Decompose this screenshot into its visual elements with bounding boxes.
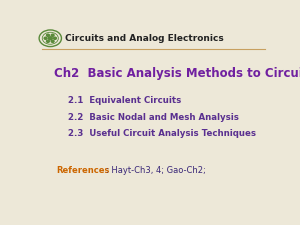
Text: : Hayt-Ch3, 4; Gao-Ch2;: : Hayt-Ch3, 4; Gao-Ch2; [106,166,206,175]
Text: Circuits and Analog Electronics: Circuits and Analog Electronics [65,34,224,43]
Text: 2.3  Useful Circuit Analysis Techniques: 2.3 Useful Circuit Analysis Techniques [68,129,256,138]
Text: Ch2  Basic Analysis Methods to Circuits: Ch2 Basic Analysis Methods to Circuits [54,67,300,80]
Circle shape [46,34,50,36]
Text: References: References [56,166,110,175]
Circle shape [51,40,54,42]
Text: 2.1  Equivalent Circuits: 2.1 Equivalent Circuits [68,96,181,105]
Circle shape [48,37,52,40]
Circle shape [44,37,47,39]
Circle shape [53,37,56,39]
Circle shape [51,34,54,36]
Text: 2.2  Basic Nodal and Mesh Analysis: 2.2 Basic Nodal and Mesh Analysis [68,112,238,122]
Circle shape [46,40,50,42]
